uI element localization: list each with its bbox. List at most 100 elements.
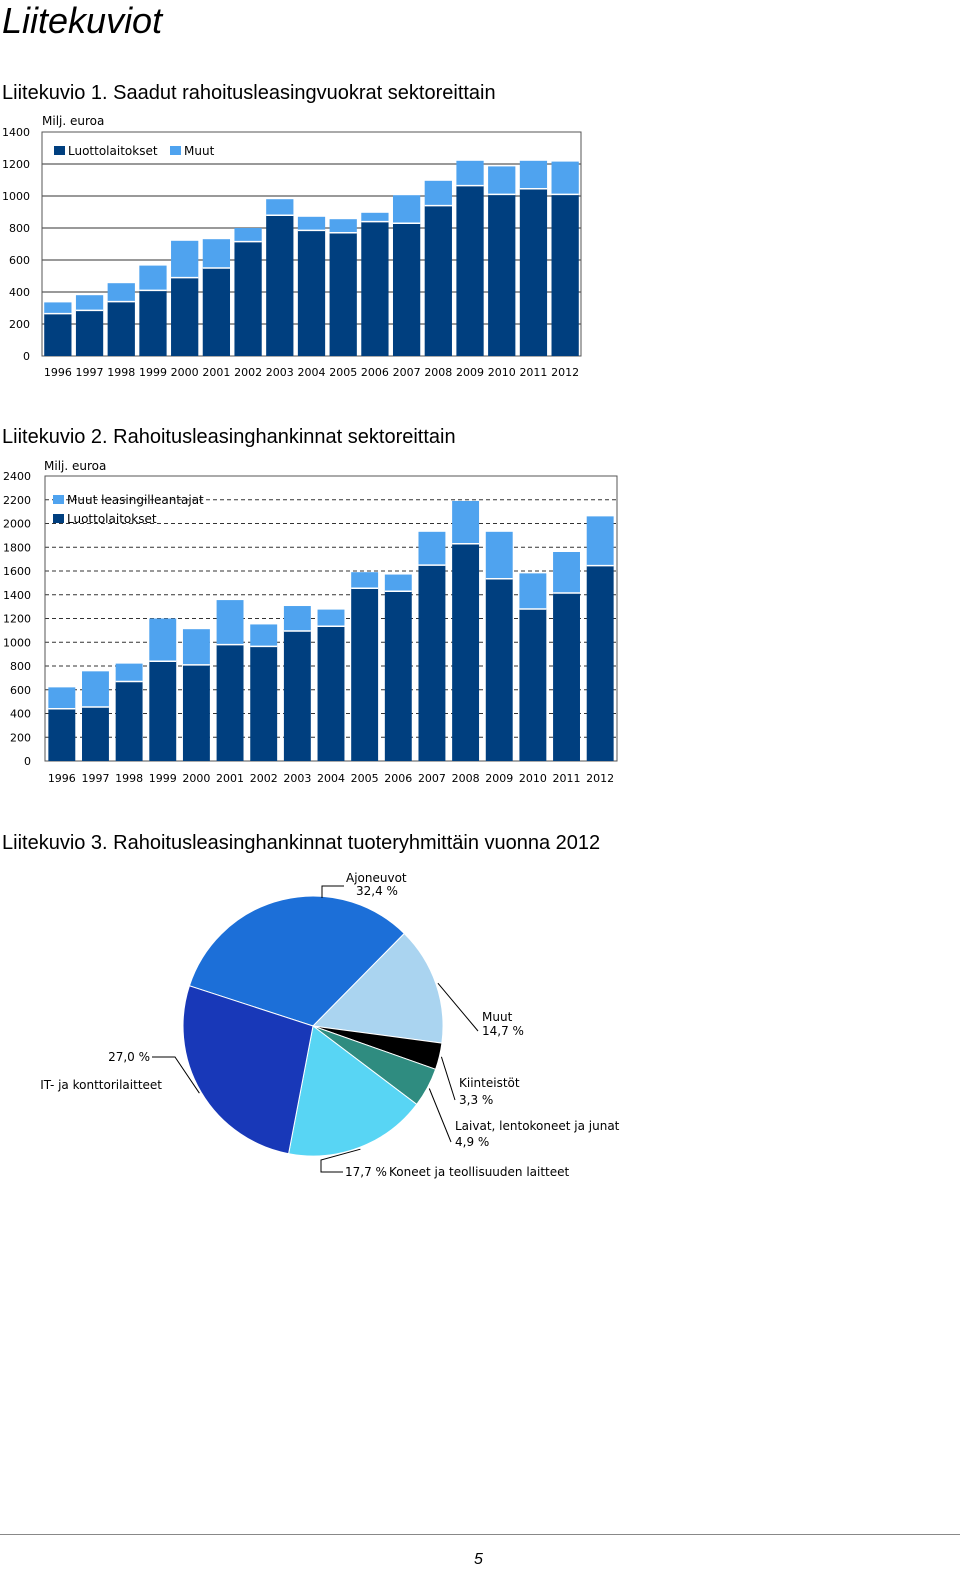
x-tick-label: 2011 [519, 366, 547, 379]
y-tick-label: 1400 [3, 589, 31, 602]
leader-line [152, 1056, 200, 1094]
bar-2004-base [297, 230, 326, 356]
bar-2003-base [283, 630, 311, 761]
bar-2012-base [551, 194, 579, 356]
y-tick-label: 400 [10, 708, 31, 721]
bar-2008-top [452, 500, 480, 544]
bar-2008-base [424, 205, 452, 356]
y-tick-label: 400 [9, 286, 30, 299]
bar-2009-top [456, 160, 484, 186]
bar-2010-top [488, 166, 516, 195]
x-tick-label: 2002 [234, 366, 262, 379]
x-tick-label: 2012 [586, 772, 614, 785]
bar-2007-base [418, 565, 446, 761]
y-tick-label: 200 [9, 318, 30, 331]
bar-2005-top [329, 219, 357, 233]
pie-value-label: 27,0 % [108, 1050, 150, 1064]
bar-2005-top [351, 572, 379, 589]
legend-label: Muut leasingilleantajat [67, 493, 204, 507]
bar-2001-top [216, 600, 244, 645]
bar-2001-base [216, 644, 244, 761]
bar-2011-top [519, 160, 548, 189]
y-tick-label: 2400 [3, 470, 31, 483]
bar-1998-base [107, 301, 135, 356]
leader-line [428, 1088, 452, 1143]
x-tick-label: 2004 [317, 772, 345, 785]
y-tick-label: 1200 [2, 158, 30, 171]
bar-2002-top [250, 624, 278, 647]
y-tick-label: 2200 [3, 494, 31, 507]
x-tick-label: 2011 [553, 772, 581, 785]
x-tick-label: 1997 [76, 366, 104, 379]
pie-slice-label: Laivat, lentokoneet ja junat [455, 1119, 620, 1133]
leader-line [320, 1148, 361, 1173]
legend-swatch [54, 146, 65, 155]
x-tick-label: 1998 [115, 772, 143, 785]
bar-2008-base [452, 543, 480, 761]
y-tick-label: 1800 [3, 541, 31, 554]
pie-slice-5 [182, 985, 314, 1155]
bar-2010-base [488, 194, 516, 356]
bar-2003-top [283, 606, 311, 631]
bar-2006-base [361, 221, 389, 356]
pie-slice-0 [188, 895, 406, 1027]
figure-1-caption: Liitekuvio 1. Saadut rahoitusleasingvuok… [2, 82, 496, 104]
x-tick-label: 2005 [329, 366, 357, 379]
y-tick-label: 600 [9, 254, 30, 267]
x-tick-label: 2001 [202, 366, 230, 379]
x-tick-label: 1996 [44, 366, 72, 379]
bar-2007-base [392, 223, 421, 356]
x-tick-label: 2002 [250, 772, 278, 785]
figure-2-caption: Liitekuvio 2. Rahoitusleasinghankinnat s… [2, 426, 456, 448]
bar-1999-top [149, 618, 177, 662]
bar-2002-base [250, 646, 278, 761]
page-title: Liitekuviot [2, 0, 163, 41]
y-tick-label: 800 [10, 660, 31, 673]
bar-2007-top [418, 531, 446, 566]
leader-line [321, 885, 344, 898]
y-tick-label: 1000 [3, 636, 31, 649]
bar-2000-top [171, 240, 199, 278]
bar-2012-base [586, 565, 614, 761]
x-tick-label: 2006 [361, 366, 389, 379]
x-tick-label: 2009 [456, 366, 484, 379]
bar-2012-top [551, 161, 579, 195]
x-tick-label: 2007 [418, 772, 446, 785]
bar-2001-top [202, 239, 231, 268]
x-tick-label: 2000 [182, 772, 210, 785]
footer-divider [0, 1534, 960, 1535]
pie-value-label: 14,7 % [482, 1024, 524, 1038]
x-tick-label: 2003 [283, 772, 311, 785]
legend-swatch [53, 514, 64, 523]
bar-2006-top [384, 574, 412, 592]
pie-value-label: 4,9 % [455, 1135, 489, 1149]
pie-slice-label: Muut [482, 1010, 513, 1024]
x-tick-label: 2004 [298, 366, 326, 379]
x-tick-label: 2001 [216, 772, 244, 785]
x-tick-label: 1999 [149, 772, 177, 785]
bar-chart-rental-income: 0 200 400 600 800 1000 1200 1400 Milj. euroa 1996… [2, 114, 582, 379]
bar-2005-base [351, 588, 379, 761]
bar-1996-base [48, 708, 76, 761]
pie-slice-label: Kiinteistöt [459, 1076, 520, 1090]
page-number: 5 [474, 1551, 483, 1568]
pie-slice-label: Koneet ja teollisuuden laitteet [389, 1165, 570, 1179]
legend-swatch [53, 495, 64, 504]
x-tick-label: 2010 [488, 366, 516, 379]
x-tick-label: 2008 [452, 772, 480, 785]
legend-label: Muut [184, 144, 215, 158]
y-axis-label: Milj. euroa [42, 114, 104, 128]
bar-1997-base [82, 706, 109, 761]
bar-2003-top [266, 199, 294, 216]
bar-2011-base [519, 188, 548, 356]
bar-2004-top [297, 216, 326, 231]
legend-label: Luottolaitokset [67, 512, 157, 526]
bar-2004-top [317, 609, 345, 627]
bar-1998-top [107, 283, 135, 302]
pie-slice-4 [288, 1025, 418, 1157]
legend-swatch [170, 146, 181, 155]
y-tick-label: 1200 [3, 613, 31, 626]
bar-2001-base [202, 268, 231, 356]
leader-line [440, 1056, 456, 1101]
bar-2000-base [182, 664, 210, 761]
